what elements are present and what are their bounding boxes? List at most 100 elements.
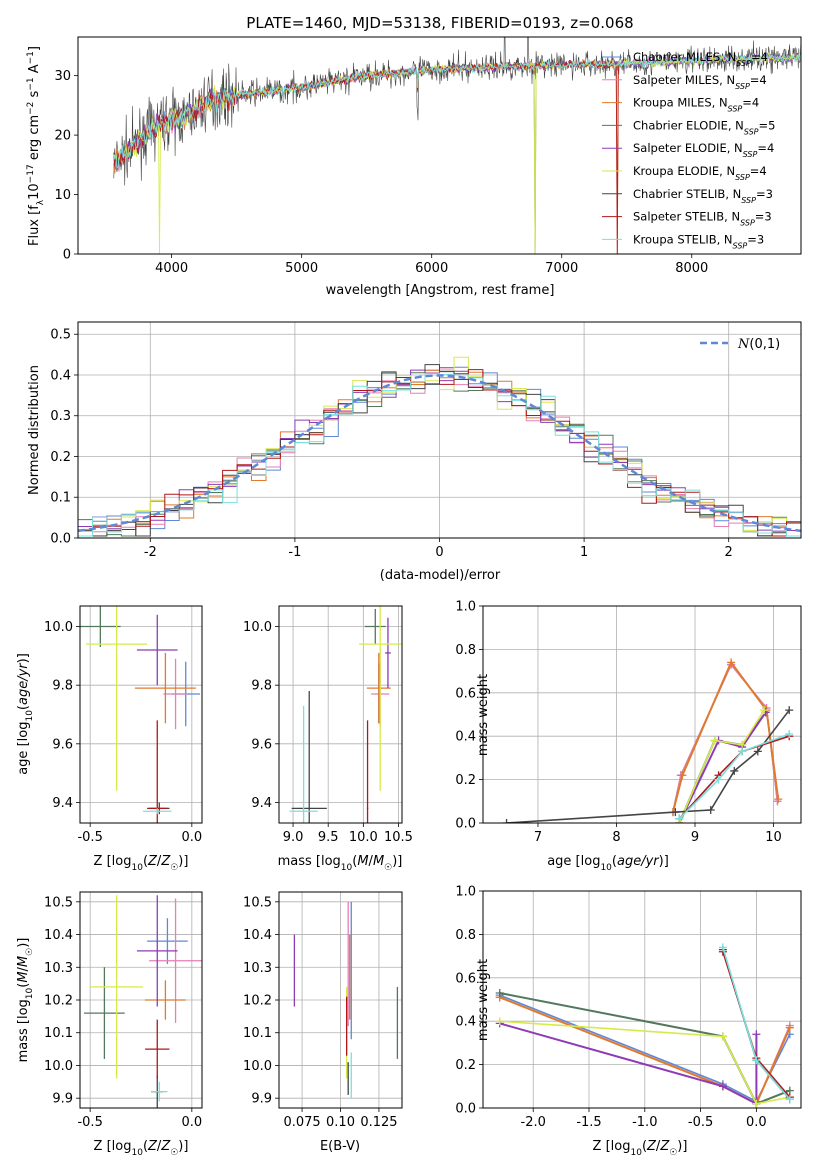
mass-vs-Z-xlabel-part: /	[157, 1139, 162, 1154]
errorbar-point	[385, 617, 391, 689]
legend-entry: Kroupa ELODIE, NSSP=4	[633, 164, 767, 182]
spectrum-model-line	[113, 53, 801, 170]
spectrum-axes: 4000 5000 6000 7000 8000 0 10 20 30	[54, 69, 708, 276]
weight-series-line	[678, 733, 790, 820]
weight-vs-age-frame	[482, 605, 802, 824]
weight-point-marker	[718, 1082, 727, 1091]
weight-point-marker	[495, 1017, 504, 1026]
weight-series-line	[672, 660, 780, 813]
x-tick-label: -1.0	[632, 1115, 657, 1130]
legend-entry: Salpeter MILES, NSSP=4	[633, 73, 767, 91]
y-tick-label: 0.2	[455, 773, 476, 788]
y-tick-label: 0.0	[50, 532, 71, 547]
weight-point-marker	[671, 808, 680, 817]
spectrum-model-line	[113, 60, 619, 254]
age-vs-mass-xlabel-part: 10	[341, 863, 353, 873]
y-tick-label: 30	[54, 69, 71, 84]
weight-point-marker	[502, 819, 511, 823]
age-vs-Z-ylabel-part: )]	[16, 653, 31, 663]
weight-point-marker	[727, 658, 736, 667]
mass-vs-Z-ylabel-part: M	[16, 956, 31, 967]
y-tick-label: 0.1	[50, 491, 71, 506]
x-tick-label: 0	[435, 545, 443, 560]
age-vs-Z-ylabel-part: (	[16, 705, 31, 710]
y-tick-label: 0.4	[50, 368, 71, 383]
y-tick-label: 10.0	[243, 620, 272, 635]
mass-vs-Z-ylabel-part: /	[16, 966, 31, 971]
y-tick-label: 9.6	[251, 737, 272, 752]
weight-vs-Z-plot-area	[495, 943, 794, 1108]
mass-vs-Z-xlabel-part: )]	[178, 1139, 188, 1154]
weight-point-marker	[714, 775, 723, 784]
weight-vs-age-xlabel-part: 10	[600, 863, 612, 873]
x-tick-label: 10.0	[349, 830, 378, 845]
weight-vs-Z-xlabel-part: Z	[646, 1139, 657, 1154]
legend-entry-name: Salpeter STELIB, N	[633, 210, 740, 224]
age-vs-Z-xlabel-part: Z [log	[94, 854, 132, 869]
legend-entry: Chabrier ELODIE, NSSP=5	[633, 118, 775, 136]
x-tick-label: 5000	[285, 261, 318, 276]
legend-entry-count: =4	[742, 96, 759, 110]
age-vs-Z-frame	[79, 605, 203, 824]
weight-point-marker	[710, 736, 719, 745]
errorbar-point	[366, 652, 391, 724]
y-tick-label: 10.3	[44, 961, 73, 976]
errorbar-point	[86, 606, 148, 791]
y-tick-label: 9.6	[52, 737, 73, 752]
legend-entry: Chabrier STELIB, NSSP=3	[633, 187, 773, 205]
legend-entry-sub: SSP	[733, 241, 748, 250]
age-vs-mass-plot-area	[289, 606, 402, 823]
weight-point-marker	[718, 1032, 727, 1041]
legend-entry-name: Kroupa MILES, N	[633, 96, 728, 110]
errorbar-point	[90, 895, 144, 1079]
spectrum-ylabel-part: ]	[27, 46, 42, 51]
legend-entry-name: Chabrier ELODIE, N	[633, 118, 744, 132]
x-tick-label: -2	[144, 545, 157, 560]
spectrum-ylabel-part: −2	[26, 102, 36, 115]
errorbar-point	[143, 808, 172, 815]
weight-vs-age-axes: 7 8 9 10 0.0 0.2 0.4 0.6 0.8 1.0	[455, 600, 801, 845]
age-vs-mass-axes: 9.0 9.5 10.0 10.5 9.4 9.6 9.8 10.0	[243, 606, 413, 845]
legend-entry-name: Salpeter MILES, N	[633, 73, 735, 87]
weight-point-marker	[760, 706, 769, 715]
errorbar-point	[359, 606, 402, 791]
legend-entry-name: Chabrier MILES, N	[633, 50, 736, 64]
x-tick-label: 0.125	[360, 1115, 397, 1130]
weight-point-marker	[752, 1099, 761, 1108]
weight-point-marker	[738, 747, 747, 756]
x-tick-label: 2	[725, 545, 733, 560]
errorbar-point	[145, 1019, 170, 1079]
age-vs-mass-xlabel-part: /	[369, 854, 374, 869]
legend-entry-sub: SSP	[728, 104, 743, 113]
spectrum-ylabel-part: erg cm	[27, 115, 42, 164]
weight-series-line	[678, 735, 790, 820]
age-vs-mass-xlabel: mass [log10(M/M☉)]	[278, 854, 403, 873]
errorbar-point	[80, 606, 121, 648]
age-vs-mass-xlabel-part: (	[352, 854, 357, 869]
mass-vs-Z-xlabel-part: Z [log	[94, 1139, 132, 1154]
residuals-xlabel: (data-model)/error	[380, 568, 501, 583]
x-tick-label: -0.5	[688, 1115, 713, 1130]
mass-vs-Z-xlabel-part: Z	[147, 1139, 158, 1154]
normal-legend-args: (0,1)	[749, 337, 780, 352]
y-tick-label: 1.0	[455, 885, 476, 900]
spectrum-ylabel-part: Flux [f	[27, 205, 42, 246]
y-tick-label: 0.2	[455, 1058, 476, 1073]
weight-point-marker	[752, 1056, 761, 1065]
weight-vs-Z-xlabel-part: Z	[659, 1139, 670, 1154]
weight-series-line	[678, 709, 765, 823]
legend-entry: Salpeter ELODIE, NSSP=4	[633, 141, 774, 159]
y-tick-label: 10.1	[44, 1026, 73, 1041]
weight-series-line	[499, 1022, 758, 1106]
weight-series-line	[672, 663, 779, 813]
spectrum-ylabel-part: A	[27, 64, 42, 77]
x-tick-label: 0.075	[283, 1115, 320, 1130]
x-tick-label: 4000	[155, 261, 188, 276]
mass-vs-Z-axes: -0.5 0.0 9.9 10.0 10.1 10.2 10.3 10.4 10.5	[44, 892, 202, 1130]
weight-point-marker	[730, 766, 739, 775]
x-tick-label: 0.0	[181, 830, 202, 845]
weight-vs-Z-xlabel-part: )]	[677, 1139, 687, 1154]
mass-vs-ebv-frame	[278, 891, 403, 1109]
errorbar-point	[366, 720, 369, 823]
mass-vs-Z-ylabel-part: M	[16, 971, 31, 982]
